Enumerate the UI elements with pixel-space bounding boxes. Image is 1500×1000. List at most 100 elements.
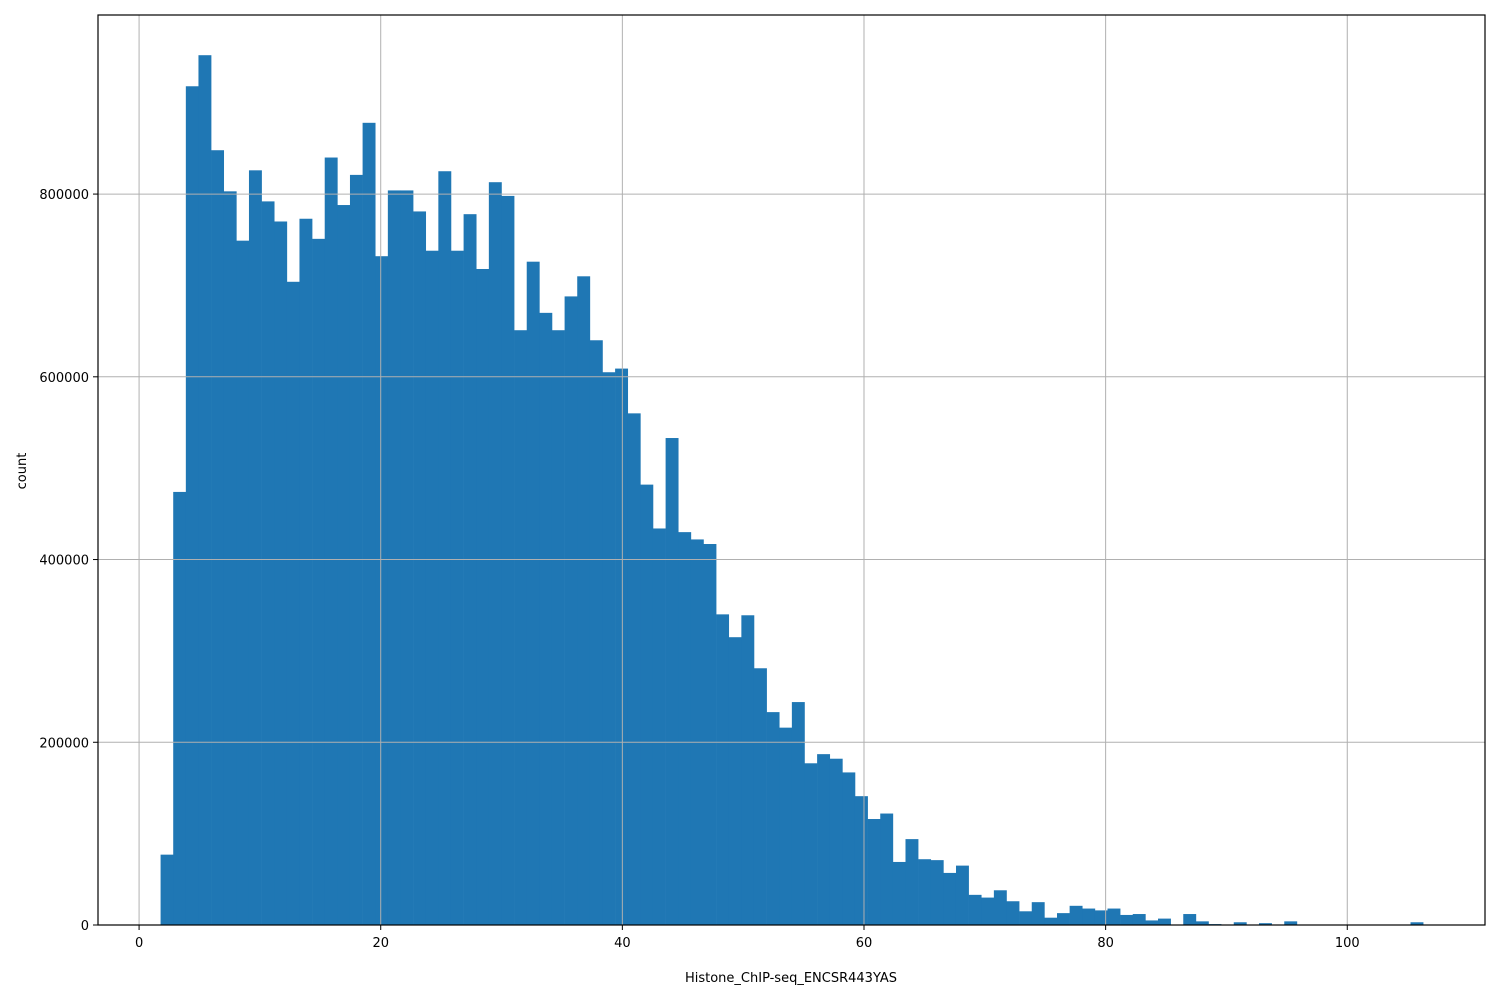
histogram-bar bbox=[198, 55, 212, 925]
histogram-bar bbox=[1284, 921, 1298, 925]
histogram-bar bbox=[1183, 914, 1197, 925]
histogram-bar bbox=[1233, 922, 1247, 925]
histogram-bar bbox=[766, 712, 780, 925]
histogram-bar bbox=[867, 819, 881, 925]
histogram-bar bbox=[842, 772, 856, 925]
y-tick-label: 400000 bbox=[39, 554, 89, 569]
histogram-bar bbox=[779, 727, 793, 925]
histogram-bar bbox=[185, 86, 199, 925]
histogram-bar bbox=[476, 268, 490, 925]
histogram-bar bbox=[248, 170, 262, 925]
histogram-bar bbox=[274, 221, 288, 925]
histogram-bar bbox=[488, 182, 502, 925]
histogram-bar bbox=[450, 250, 464, 925]
histogram-bar bbox=[955, 865, 969, 925]
histogram-bar bbox=[665, 438, 679, 925]
histogram-bar bbox=[652, 528, 666, 925]
histogram-bar bbox=[1107, 908, 1121, 925]
histogram-bar bbox=[236, 240, 250, 926]
histogram-bar bbox=[1132, 914, 1146, 925]
histogram-bar bbox=[413, 211, 427, 926]
histogram-bar bbox=[615, 368, 629, 925]
histogram-bar bbox=[905, 839, 919, 925]
histogram-bar bbox=[312, 238, 326, 925]
x-tick-label: 0 bbox=[135, 936, 143, 951]
histogram-bar bbox=[425, 250, 439, 925]
histogram-bar bbox=[728, 637, 742, 925]
histogram-bar bbox=[968, 894, 982, 925]
histogram-bar bbox=[1195, 921, 1209, 925]
histogram-bar bbox=[1006, 901, 1020, 925]
histogram-bar bbox=[1082, 908, 1096, 925]
histogram-bar bbox=[1259, 923, 1272, 925]
histogram-bar bbox=[438, 171, 452, 926]
y-axis-ticks: 0 200000 400000 600000 800000 bbox=[39, 188, 98, 934]
histogram-bar bbox=[1094, 910, 1108, 925]
histogram-bar bbox=[829, 758, 843, 925]
histogram-bar bbox=[817, 754, 831, 925]
histogram-bar bbox=[160, 854, 174, 925]
histogram-bar bbox=[514, 330, 528, 926]
x-axis-label: Histone_ChIP-seq_ENCSR443YAS bbox=[685, 971, 897, 986]
y-axis-label: count bbox=[15, 453, 30, 490]
histogram-bar bbox=[211, 150, 225, 925]
y-tick-label: 0 bbox=[81, 919, 89, 934]
histogram-bar bbox=[173, 491, 187, 925]
histogram-bar bbox=[943, 872, 957, 925]
histogram-bar bbox=[1044, 917, 1058, 925]
histogram-bar bbox=[501, 195, 515, 925]
histogram-bar bbox=[880, 813, 894, 925]
x-axis-ticks: 0 20 40 60 80 100 bbox=[135, 925, 1360, 951]
histogram-bar bbox=[400, 190, 414, 925]
x-tick-label: 80 bbox=[1097, 936, 1114, 951]
histogram-bar bbox=[1056, 913, 1070, 925]
histogram-bar bbox=[286, 281, 300, 926]
histogram-bar bbox=[299, 218, 313, 925]
histogram-bar bbox=[690, 539, 704, 925]
histogram-bar bbox=[741, 615, 755, 925]
histogram-bar bbox=[716, 614, 730, 925]
histogram-bar bbox=[1145, 920, 1159, 925]
y-tick-label: 200000 bbox=[39, 736, 89, 751]
histogram-bar bbox=[261, 201, 275, 925]
x-tick-label: 100 bbox=[1335, 936, 1360, 951]
y-tick-label: 600000 bbox=[39, 371, 89, 386]
histogram-bar bbox=[602, 372, 616, 925]
histogram-bar bbox=[526, 261, 540, 925]
histogram-bar bbox=[993, 890, 1007, 925]
histogram-bar bbox=[463, 214, 477, 926]
histogram-bar bbox=[551, 330, 565, 926]
histogram-bar bbox=[539, 312, 553, 925]
histogram-bar bbox=[1158, 918, 1171, 925]
histogram-bar bbox=[1410, 922, 1424, 925]
axes-frame bbox=[97, 14, 1486, 926]
histogram-bar bbox=[1031, 902, 1045, 925]
histogram-bar bbox=[627, 413, 641, 925]
histogram-bar bbox=[589, 340, 603, 925]
histogram-bar bbox=[804, 763, 818, 925]
histogram-bar bbox=[375, 256, 389, 925]
histogram-bar bbox=[791, 702, 805, 925]
histogram-bar bbox=[703, 544, 717, 925]
histogram-bar bbox=[930, 860, 944, 925]
histogram-bar bbox=[337, 205, 351, 925]
histogram-bar bbox=[640, 484, 654, 925]
histogram-bar bbox=[918, 859, 932, 925]
histogram-bar bbox=[223, 191, 237, 926]
x-tick-label: 40 bbox=[614, 936, 631, 951]
histogram-bar bbox=[753, 668, 767, 925]
x-tick-label: 60 bbox=[856, 936, 873, 951]
histogram-bar bbox=[892, 861, 906, 925]
histogram-bar bbox=[577, 276, 591, 926]
histogram-bar bbox=[1120, 914, 1134, 925]
x-tick-label: 20 bbox=[372, 936, 389, 951]
histogram-bar bbox=[981, 897, 995, 925]
histogram-bar bbox=[349, 174, 363, 926]
histogram-bar bbox=[324, 157, 338, 925]
histogram-bar bbox=[362, 122, 376, 926]
histogram-bar bbox=[1069, 905, 1083, 925]
histogram-bar bbox=[387, 190, 401, 925]
histogram-bars bbox=[160, 55, 1424, 926]
histogram-bar bbox=[564, 296, 578, 925]
